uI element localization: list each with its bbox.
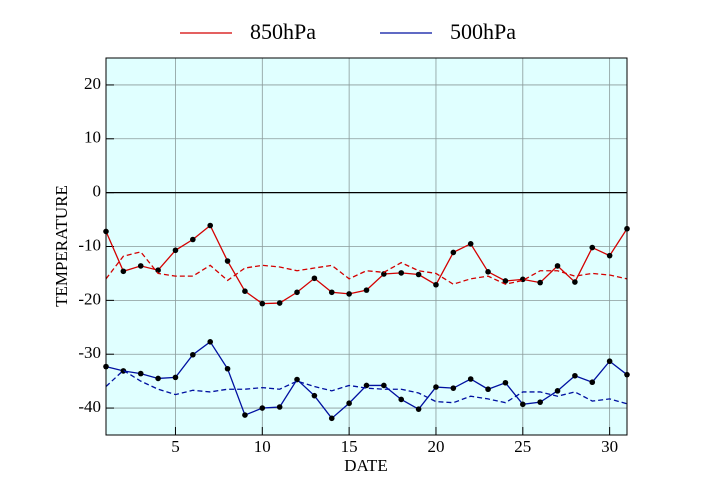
data-point xyxy=(398,396,405,403)
data-point xyxy=(572,279,578,285)
data-point xyxy=(137,370,144,377)
data-point xyxy=(433,281,439,288)
data-point xyxy=(467,376,474,382)
data-point xyxy=(137,263,144,269)
data-point xyxy=(224,258,231,264)
legend-label: 500hPa xyxy=(450,19,516,44)
x-tick-label: 25 xyxy=(514,437,531,456)
y-tick-label: -10 xyxy=(78,235,101,254)
data-point xyxy=(537,279,543,286)
data-point xyxy=(346,291,352,297)
data-point xyxy=(554,388,561,394)
data-point xyxy=(485,386,491,393)
series-line xyxy=(105,251,628,285)
data-point xyxy=(589,379,596,386)
x-tick-label: 20 xyxy=(427,437,444,456)
data-point xyxy=(502,379,509,386)
data-point xyxy=(207,222,213,229)
data-point xyxy=(259,300,266,307)
y-tick-label: 20 xyxy=(84,74,101,93)
y-tick-label: -40 xyxy=(78,397,101,416)
data-point xyxy=(381,271,387,277)
data-point xyxy=(485,269,491,275)
plot-frame xyxy=(105,57,628,436)
data-point xyxy=(120,268,127,275)
legend-label: 850hPa xyxy=(250,19,316,44)
data-point xyxy=(259,405,266,411)
data-point xyxy=(450,249,457,256)
data-point xyxy=(224,365,231,372)
data-point xyxy=(311,275,318,282)
data-point xyxy=(467,241,474,247)
data-point xyxy=(606,358,613,365)
series-line xyxy=(105,369,628,405)
y-tick-label: -30 xyxy=(78,343,101,362)
x-tick-label: 30 xyxy=(601,437,618,456)
x-tick-label: 10 xyxy=(254,437,271,456)
data-point xyxy=(276,404,283,410)
data-point xyxy=(450,385,457,391)
data-point xyxy=(242,288,248,295)
data-point xyxy=(207,339,213,345)
y-axis-label: TEMPERATURE xyxy=(52,185,71,307)
data-point xyxy=(294,376,300,383)
data-point xyxy=(502,278,509,284)
data-point xyxy=(572,372,578,379)
data-point xyxy=(346,400,352,407)
data-point xyxy=(381,382,387,389)
data-point xyxy=(172,247,179,254)
data-point xyxy=(554,263,561,269)
data-point xyxy=(276,300,283,306)
data-point xyxy=(190,236,196,243)
data-point xyxy=(415,406,422,412)
data-point xyxy=(415,271,422,278)
data-point xyxy=(155,375,161,382)
data-point xyxy=(606,252,613,259)
data-point xyxy=(294,289,300,296)
data-point xyxy=(589,244,596,251)
y-tick-label: -20 xyxy=(78,289,101,308)
y-tick-label: 0 xyxy=(93,182,102,201)
data-point xyxy=(433,384,439,390)
y-tick-label: 10 xyxy=(84,128,101,147)
data-point xyxy=(537,399,543,405)
data-point xyxy=(190,351,196,358)
x-axis-label: DATE xyxy=(344,456,387,475)
data-point xyxy=(311,392,318,399)
data-point xyxy=(328,289,335,296)
x-tick-label: 15 xyxy=(341,437,358,456)
x-tick-label: 5 xyxy=(171,437,180,456)
data-point xyxy=(363,382,370,389)
data-point xyxy=(242,412,248,418)
data-point xyxy=(172,374,179,381)
data-point xyxy=(328,415,335,422)
data-point xyxy=(520,401,526,408)
data-point xyxy=(363,287,370,293)
data-point xyxy=(398,270,405,276)
data-point xyxy=(155,267,161,273)
